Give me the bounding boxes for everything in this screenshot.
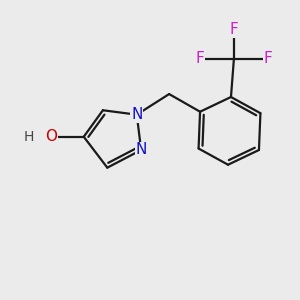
Text: O: O xyxy=(45,129,57,144)
Text: H: H xyxy=(24,130,34,144)
Text: N: N xyxy=(136,142,147,158)
Text: F: F xyxy=(263,51,272,66)
Text: F: F xyxy=(230,22,238,37)
Text: F: F xyxy=(196,51,204,66)
Text: N: N xyxy=(131,107,142,122)
